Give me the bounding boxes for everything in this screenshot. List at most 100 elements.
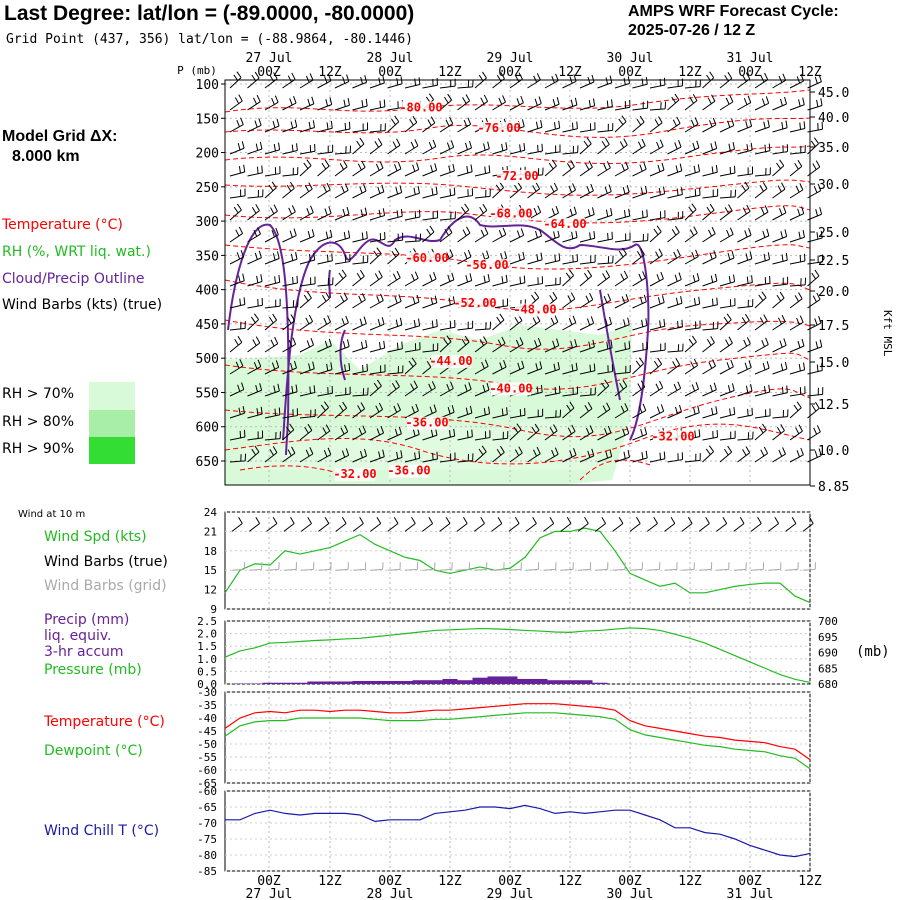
wind-barb-flag xyxy=(500,72,505,79)
wind10m-barb-grid-flag xyxy=(382,562,384,570)
wind-barb-flag xyxy=(365,98,368,107)
wind-barb xyxy=(579,137,592,155)
wind-barb-flag xyxy=(551,208,556,216)
kft-tick-label: 17.5 xyxy=(818,319,849,334)
wind-barb-staff xyxy=(614,253,627,265)
wind-barb-flag xyxy=(332,277,334,285)
wind-barb-flag xyxy=(362,123,364,131)
temp-tick-label: -50 xyxy=(197,738,217,751)
wind-barb-staff xyxy=(702,256,717,265)
wind-barb-flag xyxy=(593,98,596,106)
wind-barb xyxy=(369,232,386,243)
wind-barb xyxy=(282,72,296,89)
wind-barb-flag xyxy=(346,339,350,347)
wind-barb-flag xyxy=(484,431,487,439)
wind-barb-flag xyxy=(276,251,280,259)
wind-barb-flag xyxy=(655,251,660,259)
wind-barb xyxy=(789,97,805,111)
wind-barb xyxy=(509,360,525,375)
wind-barb-flag xyxy=(479,339,485,346)
wind10m-barb-flag xyxy=(324,516,330,524)
wind10m-barb-true xyxy=(560,516,572,532)
wind-barb-flag xyxy=(608,184,612,192)
wind-barb-flag xyxy=(373,382,379,390)
wind-barb xyxy=(387,161,402,177)
wind-barb xyxy=(299,159,312,177)
wind-barb-flag xyxy=(746,276,749,284)
wind-barb-staff xyxy=(649,302,665,309)
wind-barb-staff xyxy=(282,429,295,441)
wind-barb xyxy=(737,313,750,331)
wind-barb xyxy=(404,450,421,463)
kft-tick-label: 15.0 xyxy=(818,356,849,371)
wind-barb-staff xyxy=(422,146,437,155)
wind-barb-staff xyxy=(579,299,594,309)
wind-barb-flag xyxy=(706,339,712,346)
wind-barb-flag xyxy=(418,450,421,459)
temperature-contour xyxy=(224,388,811,437)
wind10m-barb-grid xyxy=(526,562,540,571)
wind-barb-flag xyxy=(548,162,554,170)
wind-barb-staff xyxy=(614,300,629,309)
wind-barb-staff xyxy=(527,103,542,111)
wind-barb-staff xyxy=(229,280,245,287)
wind-barb-flag xyxy=(746,204,751,212)
wind10m-barb-staff xyxy=(629,523,641,532)
wind-barb-flag xyxy=(607,256,610,264)
wind-barb-staff xyxy=(754,367,770,375)
wind-barb-staff xyxy=(404,192,420,199)
wind-barb-staff xyxy=(387,386,400,397)
wind-barb-staff xyxy=(754,126,770,133)
wind-barb xyxy=(789,183,804,199)
wind-barb xyxy=(667,343,684,353)
wind-barb-flag xyxy=(532,317,537,325)
wind10m-barb-grid-flag xyxy=(503,562,505,570)
wind-barb xyxy=(317,206,332,221)
wind-barb xyxy=(387,232,404,243)
pressure-tick-label: 600 xyxy=(196,421,219,436)
pressure-y2-tick-label: 680 xyxy=(818,678,838,691)
wind10m-tick-label: 21 xyxy=(204,525,217,538)
wind-barb-staff xyxy=(772,453,786,463)
wind-barb-staff xyxy=(457,171,473,177)
wind-barb xyxy=(474,274,490,287)
wind-barb-flag xyxy=(570,99,574,107)
wind-barb-staff xyxy=(702,436,718,441)
wind10m-barb-staff xyxy=(318,523,330,532)
wind-barb-flag xyxy=(781,386,784,395)
wind-barb-flag xyxy=(816,232,819,240)
wind-barb-flag xyxy=(533,449,538,457)
wind-barb-flag xyxy=(362,388,365,396)
wind-barb-staff xyxy=(527,320,541,331)
wind-barb-flag xyxy=(522,251,525,260)
wind-barb-flag xyxy=(698,429,701,437)
wind10m-barb-grid xyxy=(249,562,263,571)
wind10m-barb-flag xyxy=(670,516,676,524)
wind-barb xyxy=(667,225,680,243)
wind-barb-flag xyxy=(396,270,401,278)
top-date-label: 28 Jul xyxy=(367,51,414,66)
wind10m-barb-grid-staff xyxy=(543,568,556,571)
wind-barb-flag xyxy=(290,181,295,189)
wind-barb-flag xyxy=(708,229,713,237)
wind-barb-flag xyxy=(349,254,351,262)
wind-barb-flag xyxy=(818,74,822,82)
wind-barb xyxy=(247,445,260,463)
wind10m-barb-grid-flag xyxy=(537,562,540,570)
wind-barb-flag xyxy=(682,343,684,351)
wind-barb xyxy=(352,293,366,309)
wind-barb-flag xyxy=(745,72,751,80)
wind-barb-staff xyxy=(422,278,437,287)
wind-barb-flag xyxy=(482,203,488,211)
wind-barb xyxy=(247,359,262,375)
wind-barb-flag xyxy=(641,452,644,460)
wind-barb-flag xyxy=(785,120,788,128)
wind-barb xyxy=(387,365,404,375)
wind-barb-flag xyxy=(465,94,471,102)
wind-barb-flag xyxy=(313,385,316,393)
wind-barb-staff xyxy=(352,190,367,199)
wind-barb-flag xyxy=(391,250,397,258)
wind-barb xyxy=(562,183,576,199)
wind-barb-flag xyxy=(537,205,542,213)
wind-barb-staff xyxy=(684,209,697,221)
